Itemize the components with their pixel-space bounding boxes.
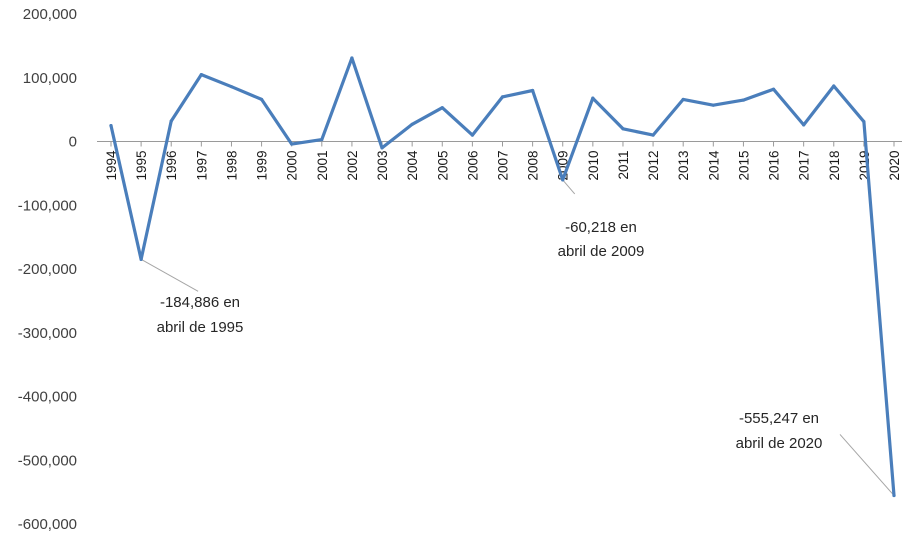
x-tick-label: 2018	[827, 151, 842, 181]
y-tick-label: -100,000	[18, 197, 77, 214]
x-tick-label: 2006	[465, 151, 480, 181]
data-point	[802, 123, 806, 127]
data-point	[440, 106, 444, 110]
x-tick-label: 1998	[224, 151, 239, 181]
data-point	[500, 95, 505, 99]
series-layer	[109, 56, 896, 498]
annotation-value-label: -555,247 en	[739, 410, 819, 427]
annotation-value-label: -60,218 en	[565, 219, 637, 236]
x-tick-label: 2001	[315, 151, 330, 181]
y-tick-label: -400,000	[18, 389, 77, 406]
x-tick-label: 2000	[285, 151, 300, 181]
annotation-date-label: abril de 2020	[736, 435, 823, 452]
x-tick-label: 2004	[405, 150, 420, 181]
y-tick-label: -600,000	[18, 516, 77, 533]
data-point	[139, 257, 143, 261]
x-tick-label: 1999	[255, 151, 270, 181]
data-point	[320, 137, 324, 142]
data-point	[591, 96, 595, 100]
x-tick-label: 1994	[104, 150, 119, 181]
data-point	[771, 87, 776, 91]
annotation-value-label: -184,886 en	[160, 294, 240, 311]
x-tick-label: 1996	[164, 151, 179, 181]
x-tick-label: 2010	[586, 151, 601, 181]
data-point	[229, 85, 234, 89]
data-point	[259, 97, 264, 102]
data-point	[410, 122, 414, 126]
x-tick-label: 2007	[496, 151, 511, 181]
data-point	[109, 123, 113, 128]
x-tick-label: 2008	[526, 151, 541, 181]
x-tick-label: 2005	[435, 151, 450, 181]
x-axis: 1994 1995 1996 1997 1998 1999 2000 2001 2002 2003…	[97, 141, 902, 181]
x-tick-label: 1995	[134, 151, 149, 181]
data-point	[290, 142, 294, 146]
y-tick-label: -300,000	[18, 325, 77, 342]
x-tick-label: 2002	[345, 151, 360, 181]
y-tick-label: 100,000	[23, 70, 77, 87]
y-axis-labels: 200,000 100,000 0 -100,000 -200,000 -300,000 -…	[18, 6, 77, 533]
data-point	[741, 98, 746, 102]
annotation-leader-line	[140, 258, 199, 292]
data-point	[531, 88, 535, 93]
data-point	[561, 178, 565, 182]
y-tick-label: -500,000	[18, 452, 77, 469]
annotation-leader-line	[562, 179, 576, 195]
x-tick-label: 2013	[676, 151, 691, 181]
data-point	[350, 56, 354, 60]
data-point	[199, 72, 203, 77]
x-tick-label: 2017	[797, 151, 812, 181]
x-tick-label: 2014	[706, 150, 721, 181]
annotation-leader-line	[839, 434, 895, 496]
x-tick-label: 2012	[646, 151, 661, 181]
data-point	[621, 127, 625, 131]
data-point	[711, 103, 715, 107]
x-tick-label: 2011	[616, 151, 631, 180]
annotations: -184,886 en abril de 1995 -60,218 en abril …	[157, 219, 823, 452]
x-tick-label: 1997	[194, 151, 209, 181]
y-tick-label: -200,000	[18, 261, 77, 278]
annotation-date-label: abril de 1995	[157, 319, 244, 336]
y-tick-label: 0	[69, 134, 77, 151]
data-point	[832, 84, 836, 88]
data-point	[862, 120, 866, 124]
data-point	[470, 133, 474, 137]
data-point	[892, 493, 896, 498]
data-series-line	[109, 56, 896, 498]
x-tick-label: 2003	[375, 151, 390, 181]
annotation-leaders	[140, 179, 895, 496]
y-tick-label: 200,000	[23, 6, 77, 23]
data-point	[651, 133, 655, 137]
data-point	[169, 119, 173, 123]
x-tick-label: 2016	[767, 151, 782, 181]
annotation-date-label: abril de 2009	[558, 243, 645, 260]
x-tick-label: 2015	[736, 151, 751, 181]
data-point	[380, 146, 384, 150]
x-tick-label: 2020	[887, 151, 902, 181]
data-point	[681, 97, 685, 102]
